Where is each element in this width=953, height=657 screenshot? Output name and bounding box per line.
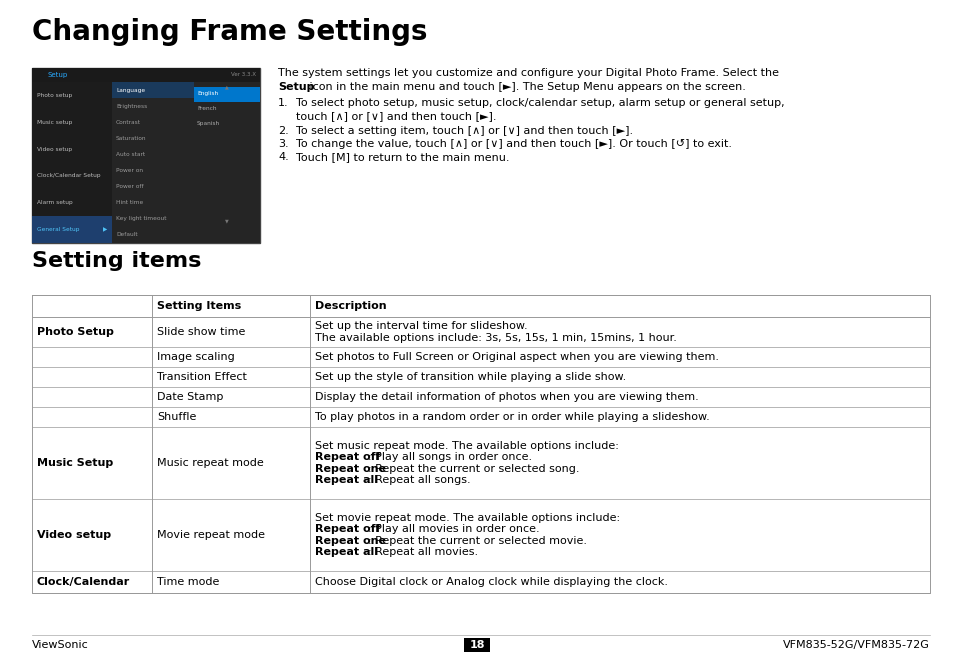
Text: Saturation: Saturation xyxy=(116,136,147,141)
Text: Set up the interval time for slideshow.: Set up the interval time for slideshow. xyxy=(314,321,527,331)
Text: Choose Digital clock or Analog clock while displaying the clock.: Choose Digital clock or Analog clock whi… xyxy=(314,577,667,587)
Text: Photo Setup: Photo Setup xyxy=(37,327,113,337)
Text: Repeat one: Repeat one xyxy=(314,464,386,474)
Text: Key light timeout: Key light timeout xyxy=(116,216,167,221)
Text: Setup: Setup xyxy=(277,82,314,92)
Text: Display the detail information of photos when you are viewing them.: Display the detail information of photos… xyxy=(314,392,698,402)
Text: Transition Effect: Transition Effect xyxy=(157,372,247,382)
Text: Setting Items: Setting Items xyxy=(157,301,241,311)
Text: VFM835-52G/VFM835-72G: VFM835-52G/VFM835-72G xyxy=(782,640,929,650)
Text: Image scaling: Image scaling xyxy=(157,352,234,362)
Bar xyxy=(32,68,260,243)
Text: Shuffle: Shuffle xyxy=(157,412,196,422)
Text: Repeat all: Repeat all xyxy=(314,547,377,557)
Text: To select a setting item, touch [∧] or [∨] and then touch [►].: To select a setting item, touch [∧] or [… xyxy=(295,126,633,136)
Text: Repeat off: Repeat off xyxy=(314,452,380,463)
Text: Language: Language xyxy=(116,87,145,93)
Text: Brightness: Brightness xyxy=(116,104,147,108)
Text: Auto start: Auto start xyxy=(116,152,145,157)
Text: Photo setup: Photo setup xyxy=(37,93,72,98)
Text: Repeat off: Repeat off xyxy=(314,524,380,534)
Text: : Play all songs in order once.: : Play all songs in order once. xyxy=(368,452,532,463)
Text: Description: Description xyxy=(314,301,386,311)
Text: : Repeat the current or selected movie.: : Repeat the current or selected movie. xyxy=(368,535,586,546)
Text: General Setup: General Setup xyxy=(37,227,79,232)
Text: : Repeat all movies.: : Repeat all movies. xyxy=(368,547,477,557)
Text: Time mode: Time mode xyxy=(157,577,219,587)
Text: ▼: ▼ xyxy=(225,219,229,223)
Text: Clock/Calendar Setup: Clock/Calendar Setup xyxy=(37,173,100,179)
Text: Music setup: Music setup xyxy=(37,120,72,125)
Text: Video setup: Video setup xyxy=(37,147,72,152)
Text: Changing Frame Settings: Changing Frame Settings xyxy=(32,18,427,46)
Bar xyxy=(32,216,112,243)
Text: Touch [M] to return to the main menu.: Touch [M] to return to the main menu. xyxy=(295,152,509,162)
Text: Date Stamp: Date Stamp xyxy=(157,392,223,402)
Text: Repeat one: Repeat one xyxy=(314,535,386,546)
Text: Repeat all: Repeat all xyxy=(314,475,377,486)
Text: ▲: ▲ xyxy=(225,85,229,89)
Text: To change the value, touch [∧] or [∨] and then touch [►]. Or touch [↺] to exit.: To change the value, touch [∧] or [∨] an… xyxy=(295,139,731,149)
Text: Set photos to Full Screen or Original aspect when you are viewing them.: Set photos to Full Screen or Original as… xyxy=(314,352,719,362)
Text: The available options include: 3s, 5s, 15s, 1 min, 15mins, 1 hour.: The available options include: 3s, 5s, 1… xyxy=(314,332,677,343)
Text: Default: Default xyxy=(116,233,137,237)
Text: To play photos in a random order or in order while playing a slideshow.: To play photos in a random order or in o… xyxy=(314,412,709,422)
Text: touch [∧] or [∨] and then touch [►].: touch [∧] or [∨] and then touch [►]. xyxy=(295,111,496,121)
Text: Slide show time: Slide show time xyxy=(157,327,245,337)
Text: : Play all movies in order once.: : Play all movies in order once. xyxy=(368,524,539,534)
Bar xyxy=(112,82,193,98)
Text: Setup: Setup xyxy=(48,72,69,78)
Bar xyxy=(32,68,260,82)
Text: Alarm setup: Alarm setup xyxy=(37,200,72,205)
Text: English: English xyxy=(196,91,218,97)
Bar xyxy=(463,638,490,652)
Text: Spanish: Spanish xyxy=(196,122,220,127)
Text: icon in the main menu and touch [►]. The Setup Menu appears on the screen.: icon in the main menu and touch [►]. The… xyxy=(306,82,745,92)
Text: : Repeat all songs.: : Repeat all songs. xyxy=(368,475,470,486)
Bar xyxy=(193,82,260,243)
Text: 4.: 4. xyxy=(277,152,289,162)
Bar xyxy=(32,295,929,593)
Bar xyxy=(112,82,193,243)
Text: ViewSonic: ViewSonic xyxy=(32,640,89,650)
Text: Music Setup: Music Setup xyxy=(37,458,113,468)
Text: Video setup: Video setup xyxy=(37,530,111,540)
Text: 18: 18 xyxy=(469,640,484,650)
Text: Contrast: Contrast xyxy=(116,120,141,125)
Text: Setting items: Setting items xyxy=(32,251,201,271)
Text: : Repeat the current or selected song.: : Repeat the current or selected song. xyxy=(368,464,578,474)
Text: 2.: 2. xyxy=(277,126,289,136)
Text: The system settings let you customize and configure your Digital Photo Frame. Se: The system settings let you customize an… xyxy=(277,68,779,78)
Text: Set music repeat mode. The available options include:: Set music repeat mode. The available opt… xyxy=(314,441,618,451)
Text: Movie repeat mode: Movie repeat mode xyxy=(157,530,265,540)
Text: Hint time: Hint time xyxy=(116,200,143,205)
Text: Power off: Power off xyxy=(116,184,144,189)
Text: 1.: 1. xyxy=(277,98,289,108)
Text: Clock/Calendar: Clock/Calendar xyxy=(37,577,131,587)
Text: Ver 3.3.X: Ver 3.3.X xyxy=(231,72,255,78)
Bar xyxy=(193,87,260,101)
Text: 3.: 3. xyxy=(277,139,289,149)
Text: Music repeat mode: Music repeat mode xyxy=(157,458,263,468)
Text: French: French xyxy=(196,106,216,112)
Bar xyxy=(32,82,112,243)
Text: Power on: Power on xyxy=(116,168,143,173)
Text: To select photo setup, music setup, clock/calendar setup, alarm setup or general: To select photo setup, music setup, cloc… xyxy=(295,98,783,108)
Text: ▶: ▶ xyxy=(103,227,107,232)
Text: Set movie repeat mode. The available options include:: Set movie repeat mode. The available opt… xyxy=(314,512,619,523)
Text: Set up the style of transition while playing a slide show.: Set up the style of transition while pla… xyxy=(314,372,625,382)
